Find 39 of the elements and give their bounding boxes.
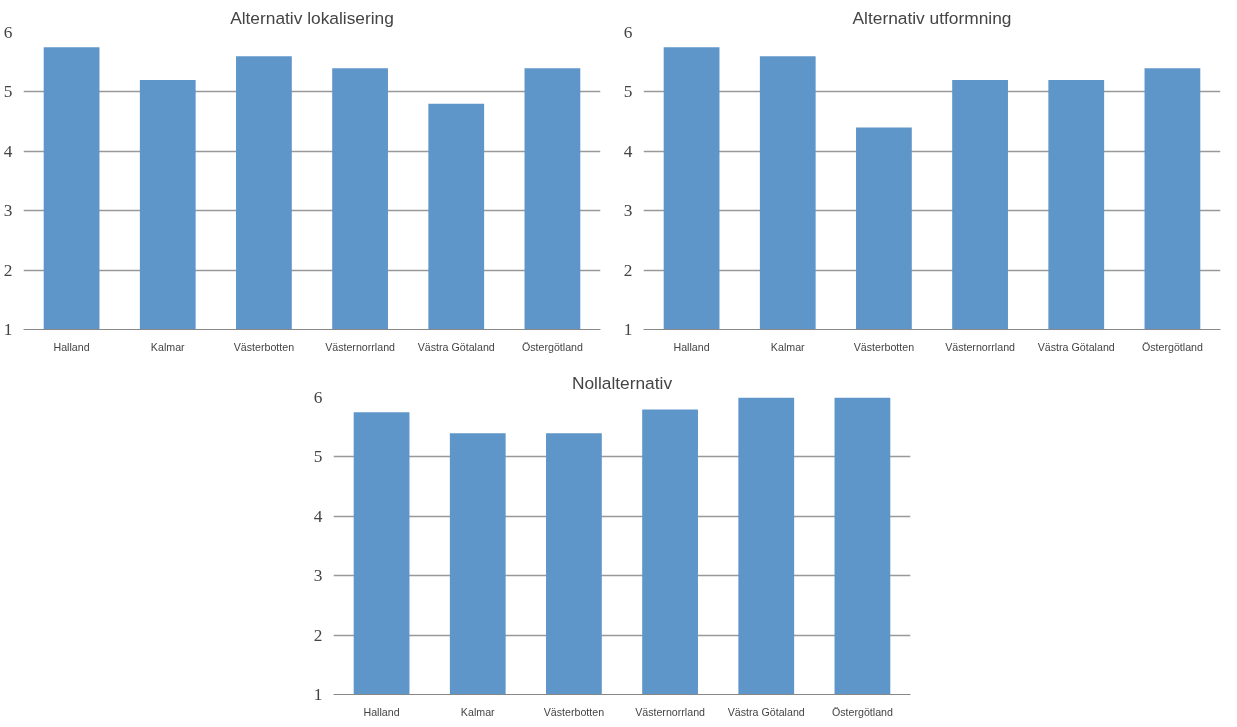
chart-title: Alternativ lokalisering (230, 7, 394, 28)
y-tick-label: 1 (3, 320, 13, 339)
x-tick-label: Östergötland (831, 705, 893, 718)
x-tick-label: Västra Götaland (1037, 340, 1115, 353)
x-tick-label: Västernorrland (635, 705, 706, 718)
chart-title: Alternativ utformning (852, 7, 1012, 28)
y-tick-label: 2 (313, 625, 323, 645)
x-tick-label: Kalmar (460, 705, 496, 718)
x-tick-label: Västra Götaland (417, 340, 495, 353)
x-tick-label: Halland (673, 340, 710, 353)
y-tick-label: 6 (3, 23, 13, 42)
x-tick-label: Halland (53, 340, 90, 353)
x-tick-label: Halland (363, 705, 400, 718)
y-tick-label: 6 (623, 23, 633, 42)
y-tick-label: 4 (3, 141, 13, 161)
y-tick-label: 4 (623, 141, 633, 161)
y-tick-label: 1 (313, 685, 323, 704)
y-tick-label: 3 (623, 201, 633, 221)
x-tick-label: Östergötland (521, 340, 583, 353)
y-tick-label: 1 (623, 320, 633, 339)
y-tick-label: 4 (313, 506, 323, 526)
x-tick-label: Kalmar (770, 340, 806, 353)
x-tick-label: Kalmar (150, 340, 186, 353)
x-tick-label: Västernorrland (945, 340, 1016, 353)
x-tick-label: Västerbotten (853, 340, 915, 353)
x-tick-label: Västerbotten (233, 340, 295, 353)
y-tick-label: 2 (623, 260, 633, 280)
y-tick-label: 3 (3, 201, 13, 221)
y-tick-label: 6 (313, 388, 323, 407)
x-tick-label: Västra Götaland (727, 705, 805, 718)
y-tick-label: 5 (623, 82, 633, 102)
y-tick-label: 5 (313, 447, 323, 467)
y-tick-label: 3 (313, 566, 323, 586)
x-tick-label: Västerbotten (543, 705, 605, 718)
y-tick-label: 5 (3, 82, 13, 102)
chart-title: Nollalternativ (571, 372, 673, 393)
x-tick-label: Västernorrland (325, 340, 396, 353)
y-tick-label: 2 (3, 260, 13, 280)
x-tick-label: Östergötland (1141, 340, 1203, 353)
